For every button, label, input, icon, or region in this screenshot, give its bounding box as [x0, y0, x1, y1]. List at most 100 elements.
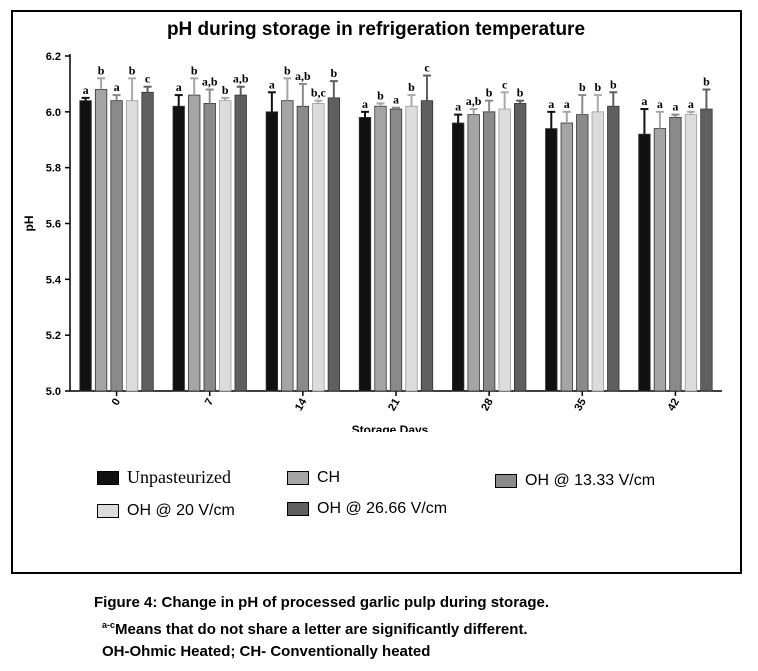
bar [638, 133, 651, 392]
bar [467, 114, 480, 392]
x-tick-label: 28 [479, 397, 496, 414]
significance-label: a,b [233, 72, 249, 86]
bar [451, 122, 465, 392]
x-axis-label: Storage Days [352, 423, 429, 432]
significance-label: b [129, 63, 136, 77]
bar [281, 100, 294, 392]
y-tick-label: 5.8 [46, 163, 61, 175]
significance-label: a [114, 80, 120, 94]
caption-line-1: Figure 4: Change in pH of processed garl… [94, 594, 550, 611]
bar [110, 100, 123, 392]
significance-label: b [191, 63, 198, 77]
bar [389, 108, 403, 392]
significance-label: b [408, 80, 415, 94]
significance-label: a [564, 97, 570, 111]
figure-frame: pH during storage in refrigeration tempe… [11, 10, 742, 574]
significance-label: a [176, 80, 182, 94]
significance-label: a [657, 97, 663, 111]
bar [296, 105, 310, 392]
x-tick-label: 21 [386, 397, 403, 414]
legend-item-oh-13: OH @ 13.33 V/cm [495, 472, 655, 490]
significance-label: b [594, 80, 601, 94]
caption-line-2-text: Means that do not share a letter are sig… [115, 621, 528, 638]
y-tick-label: 5.4 [46, 274, 62, 286]
y-axis-label: pH [22, 216, 36, 232]
significance-label: a,b [202, 75, 218, 89]
bar [560, 122, 573, 392]
significance-label: a [455, 100, 461, 114]
significance-label: b,c [311, 86, 327, 100]
bar [312, 103, 325, 392]
significance-label: a [269, 77, 275, 91]
x-tick-label: 7 [203, 397, 216, 408]
significance-label: a [393, 93, 399, 107]
bar [141, 91, 154, 392]
bar [669, 117, 682, 392]
bar [513, 103, 527, 392]
x-tick-label: 14 [293, 396, 310, 413]
legend-swatch-oh-26 [287, 502, 309, 516]
bar [374, 105, 387, 392]
significance-label: c [502, 77, 508, 91]
significance-label: a [672, 100, 678, 114]
significance-label: b [284, 63, 291, 77]
bar [576, 114, 589, 392]
bar [498, 108, 511, 392]
legend-item-oh-20: OH @ 20 V/cm [97, 502, 235, 520]
bar [188, 94, 201, 392]
significance-label: b [98, 63, 105, 77]
legend-label: Unpasteurized [127, 467, 231, 487]
legend-label: OH @ 20 V/cm [127, 502, 235, 519]
x-tick-label: 35 [572, 397, 589, 414]
legend-swatch-ch [287, 471, 309, 485]
bar [172, 105, 185, 392]
significance-label: a [548, 97, 554, 111]
significance-label: a [641, 94, 647, 108]
significance-label: b [377, 88, 384, 102]
legend-swatch-oh-20 [97, 504, 119, 518]
significance-label: b [703, 75, 710, 89]
bar [700, 108, 713, 392]
significance-label: a [688, 97, 694, 111]
legend-label: OH @ 13.33 V/cm [525, 472, 656, 489]
significance-label: b [486, 86, 493, 100]
chart-title: pH during storage in refrigeration tempe… [167, 19, 585, 40]
significance-label: b [331, 66, 338, 80]
significance-label: b [222, 83, 229, 97]
y-tick-label: 6.0 [46, 107, 61, 119]
legend-item-unpasteurized: Unpasteurized [97, 467, 231, 488]
legend-item-oh-26: OH @ 26.66 V/cm [287, 500, 447, 518]
significance-label: a [362, 97, 368, 111]
bar [607, 105, 620, 392]
legend-item-ch: CH [287, 469, 340, 487]
bar [482, 111, 496, 392]
y-tick-label: 5.2 [46, 330, 61, 342]
caption-superscript: a-c [102, 620, 116, 630]
bar [545, 128, 558, 392]
significance-label: b [579, 80, 586, 94]
bar [125, 100, 139, 392]
figure-caption: Figure 4: Change in pH of processed garl… [94, 592, 734, 663]
legend-label: OH @ 26.66 V/cm [317, 500, 448, 517]
significance-label: c [145, 72, 151, 86]
bar [327, 97, 341, 392]
significance-label: c [424, 61, 430, 75]
bar [405, 105, 418, 392]
bar [234, 94, 247, 392]
bar [684, 114, 698, 392]
y-tick-label: 5.0 [46, 386, 61, 398]
bar [653, 128, 667, 392]
significance-label: a [83, 83, 89, 97]
bar [591, 111, 604, 392]
bar [265, 111, 279, 392]
bar [79, 100, 92, 392]
bar [358, 117, 372, 392]
bar [203, 103, 216, 392]
legend-swatch-oh-13 [495, 474, 517, 488]
y-tick-label: 5.6 [46, 219, 61, 231]
bar [219, 100, 232, 392]
bar [420, 100, 434, 392]
bar [94, 89, 108, 392]
significance-label: a,b [295, 69, 311, 83]
x-tick-label: 42 [666, 397, 683, 414]
